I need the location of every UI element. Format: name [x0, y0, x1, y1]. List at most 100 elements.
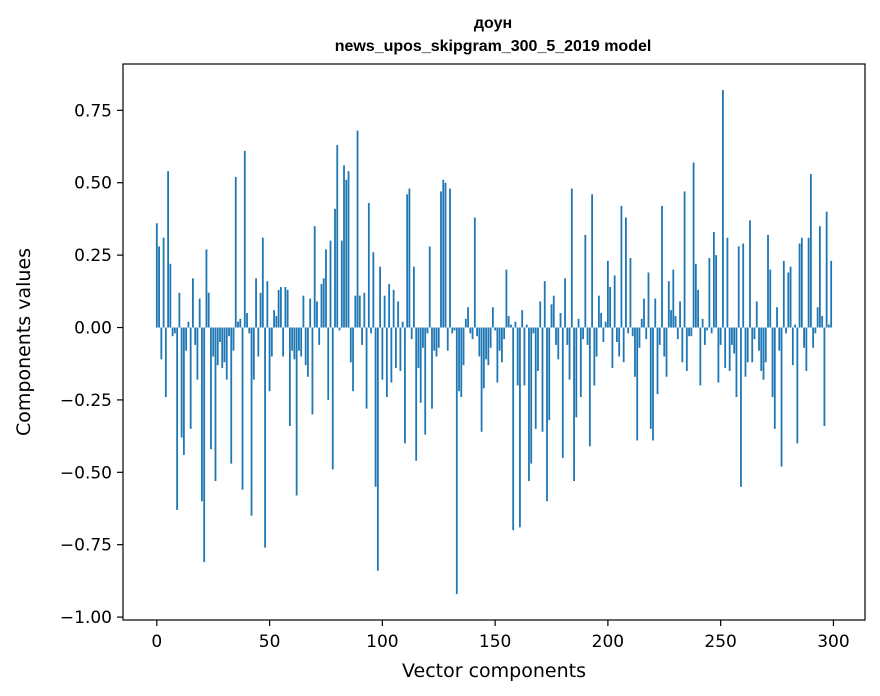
bar: [361, 327, 363, 345]
bar: [780, 327, 783, 467]
bar: [591, 194, 593, 328]
bar: [694, 263, 697, 328]
bar: [230, 327, 233, 464]
bar: [622, 327, 625, 363]
bar: [760, 327, 763, 371]
bar: [606, 260, 609, 328]
bar: [530, 327, 533, 464]
bar: [552, 295, 555, 328]
bar: [755, 301, 758, 328]
bar: [658, 327, 661, 345]
bar: [440, 191, 442, 328]
bar: [327, 327, 330, 400]
bar: [692, 162, 695, 328]
y-tick-label: 0.75: [74, 101, 112, 121]
bar: [462, 327, 465, 366]
bar: [358, 295, 361, 328]
bar: [510, 324, 512, 328]
bar: [388, 284, 391, 328]
bar: [523, 327, 526, 386]
bar: [573, 327, 575, 481]
bar: [167, 171, 169, 328]
bar: [397, 301, 400, 328]
bar: [173, 327, 176, 334]
bar: [683, 191, 686, 328]
bar: [823, 327, 826, 426]
bar: [514, 321, 517, 328]
bar: [663, 327, 666, 357]
bar: [688, 327, 690, 337]
bar: [442, 179, 445, 328]
bar: [401, 321, 404, 328]
bar: [338, 327, 341, 331]
bar: [681, 327, 684, 363]
bar: [654, 298, 657, 328]
bar: [719, 327, 722, 345]
bar: [647, 272, 650, 328]
bar: [670, 310, 672, 328]
bar: [494, 327, 497, 331]
bar: [291, 327, 294, 351]
y-tick-label: 0.50: [74, 174, 112, 194]
bar: [737, 246, 740, 328]
bar: [270, 327, 273, 357]
bar: [264, 327, 266, 548]
bar: [413, 266, 415, 328]
bar: [223, 327, 226, 363]
bar: [392, 289, 395, 328]
bar: [724, 327, 727, 369]
bar: [710, 327, 713, 334]
bar: [239, 318, 242, 328]
bar: [643, 298, 645, 328]
bar: [548, 327, 551, 421]
bar: [288, 327, 291, 426]
bar: [519, 327, 521, 528]
bar: [347, 171, 350, 328]
bar: [320, 284, 323, 328]
bar: [791, 327, 794, 366]
bar: [316, 301, 318, 328]
bar: [742, 243, 745, 328]
bar: [550, 304, 553, 328]
bars-group: [155, 90, 833, 594]
bar: [356, 130, 359, 328]
bar: [205, 249, 208, 328]
bar: [485, 327, 487, 360]
bar: [203, 327, 206, 563]
bar: [422, 327, 424, 348]
y-tick-label: 0.00: [74, 319, 112, 339]
x-tick-label: 200: [592, 632, 624, 652]
bar: [726, 237, 729, 328]
bar: [731, 327, 733, 345]
bar: [162, 237, 165, 328]
bar: [225, 327, 228, 380]
bar: [158, 246, 160, 328]
bar: [309, 298, 312, 328]
bar: [340, 240, 343, 328]
bar: [507, 315, 510, 328]
bar: [489, 327, 492, 348]
bar: [331, 327, 334, 470]
bar: [293, 327, 296, 360]
bar: [625, 217, 627, 328]
bar: [778, 327, 781, 351]
bar: [789, 266, 792, 328]
bar: [807, 237, 810, 328]
bar: [803, 327, 805, 348]
bar: [237, 321, 239, 328]
bar: [816, 307, 819, 328]
x-tick-label: 250: [704, 632, 736, 652]
bar: [685, 327, 688, 371]
bar: [428, 246, 431, 328]
bar: [374, 327, 377, 487]
bar: [246, 313, 248, 328]
y-tick-label: −1.00: [60, 608, 112, 628]
bar: [794, 324, 796, 328]
bar: [207, 292, 210, 328]
bar: [210, 327, 212, 450]
bar: [773, 327, 776, 429]
bar: [279, 286, 282, 328]
bar: [717, 327, 720, 383]
bar: [178, 292, 181, 328]
